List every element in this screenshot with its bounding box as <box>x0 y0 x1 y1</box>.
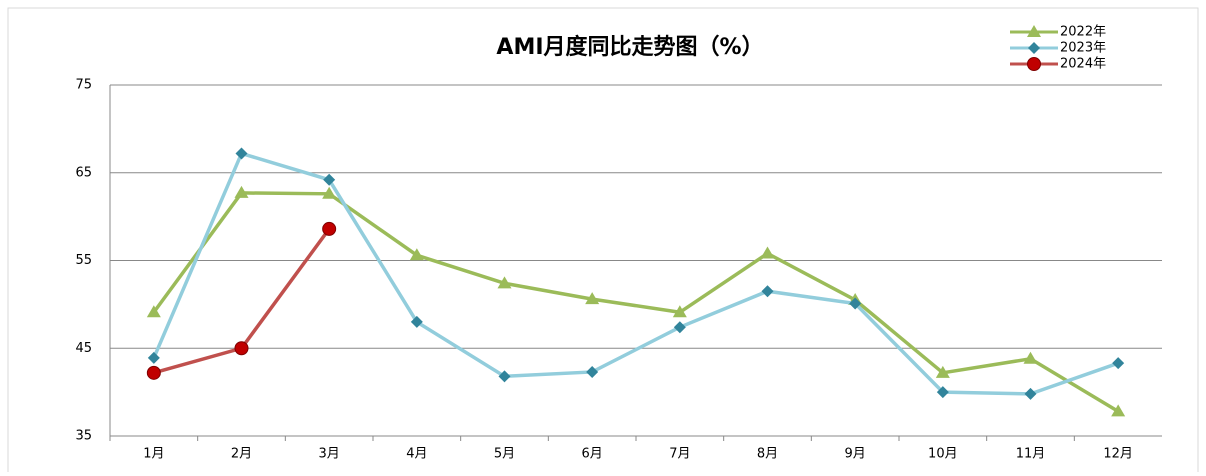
data-point <box>235 147 248 160</box>
data-point <box>1111 404 1126 417</box>
x-tick-label: 2月 <box>231 447 252 462</box>
data-point <box>1023 351 1038 364</box>
data-point <box>849 297 862 310</box>
data-point <box>234 185 249 198</box>
chart-border <box>7 7 1199 476</box>
data-point <box>935 365 950 378</box>
data-point <box>760 246 775 259</box>
legend-marker <box>1028 42 1040 54</box>
series-line <box>152 191 1120 413</box>
legend-label: 2022年 <box>1060 25 1106 40</box>
data-point <box>409 248 424 261</box>
data-point <box>585 292 600 305</box>
legend-marker <box>1027 25 1041 37</box>
y-tick-label: 75 <box>75 78 92 93</box>
legend-label: 2023年 <box>1060 41 1106 56</box>
data-point <box>322 186 337 199</box>
x-tick-label: 12月 <box>1103 447 1133 462</box>
data-point <box>146 305 161 318</box>
data-point <box>672 305 687 318</box>
data-point <box>497 276 512 289</box>
x-tick-label: 7月 <box>669 447 690 462</box>
data-point <box>147 351 160 364</box>
data-point <box>936 386 949 399</box>
data-point <box>498 370 511 383</box>
data-point <box>586 365 599 378</box>
data-point <box>322 221 337 236</box>
x-tick-label: 3月 <box>319 447 340 462</box>
data-point <box>761 285 774 298</box>
x-tick-label: 10月 <box>928 447 958 462</box>
data-point <box>1112 357 1125 370</box>
data-point <box>410 315 423 328</box>
chart-title: AMI月度同比走势图（%） <box>496 34 763 60</box>
y-tick-label: 45 <box>75 341 92 356</box>
y-tick-label: 55 <box>75 253 92 268</box>
x-tick-label: 4月 <box>406 447 427 462</box>
legend-marker <box>1027 57 1041 71</box>
data-point <box>146 365 161 380</box>
y-tick-label: 65 <box>75 165 92 180</box>
series-line <box>152 151 1119 396</box>
data-point <box>1024 387 1037 400</box>
data-point <box>323 173 336 186</box>
x-tick-label: 9月 <box>845 447 866 462</box>
x-tick-label: 11月 <box>1016 447 1046 462</box>
y-tick-label: 35 <box>75 429 92 444</box>
legend-label: 2024年 <box>1060 57 1106 72</box>
x-tick-label: 5月 <box>494 447 515 462</box>
data-point <box>234 341 249 356</box>
x-tick-label: 8月 <box>757 447 778 462</box>
data-point <box>673 321 686 334</box>
x-tick-label: 1月 <box>143 447 164 462</box>
x-tick-label: 6月 <box>582 447 603 462</box>
